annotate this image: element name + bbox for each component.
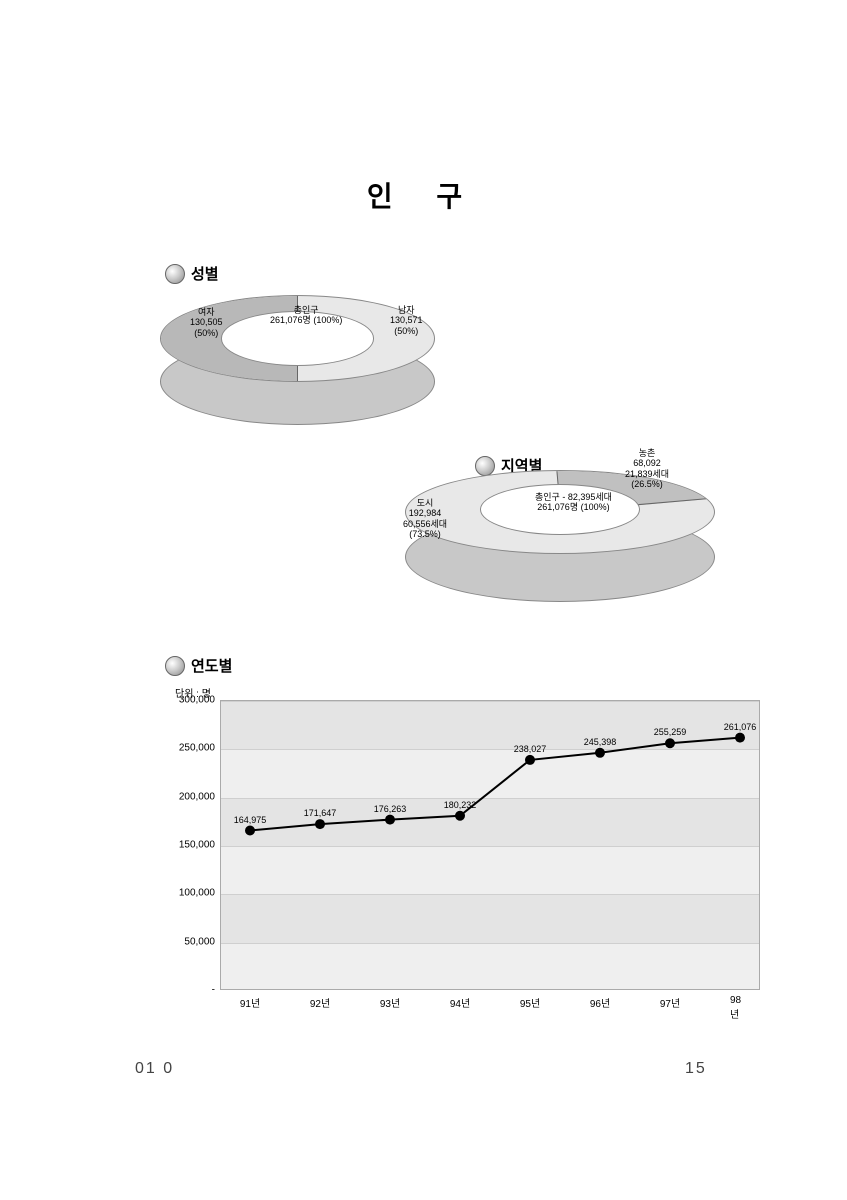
point-label: 238,027 <box>514 744 547 754</box>
section-label-gender: 성별 <box>165 263 219 284</box>
y-tick-label: 150,000 <box>165 840 215 851</box>
point-label: 176,263 <box>374 804 407 814</box>
x-tick-label: 93년 <box>380 995 400 1010</box>
x-tick-label: 94년 <box>450 995 470 1010</box>
sphere-icon <box>165 656 185 676</box>
y-tick-label: 50,000 <box>165 936 215 947</box>
x-tick-label: 98년 <box>730 995 750 1021</box>
pie-label-total: 총인구 - 82,395세대 261,076명 (100%) <box>535 492 612 513</box>
pie-label-urban: 도시 192,984 60,556세대 (73.5%) <box>403 498 447 539</box>
x-tick-label: 92년 <box>310 995 330 1010</box>
point-label: 180,232 <box>444 800 477 810</box>
page-number-left: 01 0 <box>135 1060 174 1078</box>
sphere-icon <box>165 264 185 284</box>
pie-label-total: 총인구 261,076명 (100%) <box>270 305 342 326</box>
x-tick-label: 91년 <box>240 995 260 1010</box>
x-tick-label: 96년 <box>590 995 610 1010</box>
x-tick-label: 95년 <box>520 995 540 1010</box>
y-tick-label: 250,000 <box>165 743 215 754</box>
y-tick-label: 300,000 <box>165 695 215 706</box>
page-number-right: 15 <box>685 1060 707 1078</box>
point-label: 164,975 <box>234 815 267 825</box>
region-pie-chart: 농촌 68,092 21,839세대 (26.5%) 도시 192,984 60… <box>405 470 715 620</box>
point-label: 261,076 <box>724 722 757 732</box>
section-label-text: 성별 <box>191 263 219 284</box>
pie-label-female: 여자 130,505 (50%) <box>190 307 223 338</box>
page-title: 인 구 <box>0 175 847 215</box>
point-label: 255,259 <box>654 727 687 737</box>
x-tick-label: 97년 <box>660 995 680 1010</box>
pie-label-rural: 농촌 68,092 21,839세대 (26.5%) <box>625 448 669 489</box>
section-label-year: 연도별 <box>165 655 232 676</box>
line-svg <box>220 700 760 990</box>
year-line-chart: -50,000100,000150,000200,000250,000300,0… <box>170 700 760 1020</box>
pie-label-male: 남자 130,571 (50%) <box>390 305 423 336</box>
y-tick-label: - <box>165 985 215 996</box>
y-tick-label: 200,000 <box>165 791 215 802</box>
section-label-text: 연도별 <box>191 655 232 676</box>
point-label: 245,398 <box>584 737 617 747</box>
point-label: 171,647 <box>304 808 337 818</box>
gender-pie-chart: 여자 130,505 (50%) 총인구 261,076명 (100%) 남자 … <box>160 295 435 435</box>
y-tick-label: 100,000 <box>165 888 215 899</box>
